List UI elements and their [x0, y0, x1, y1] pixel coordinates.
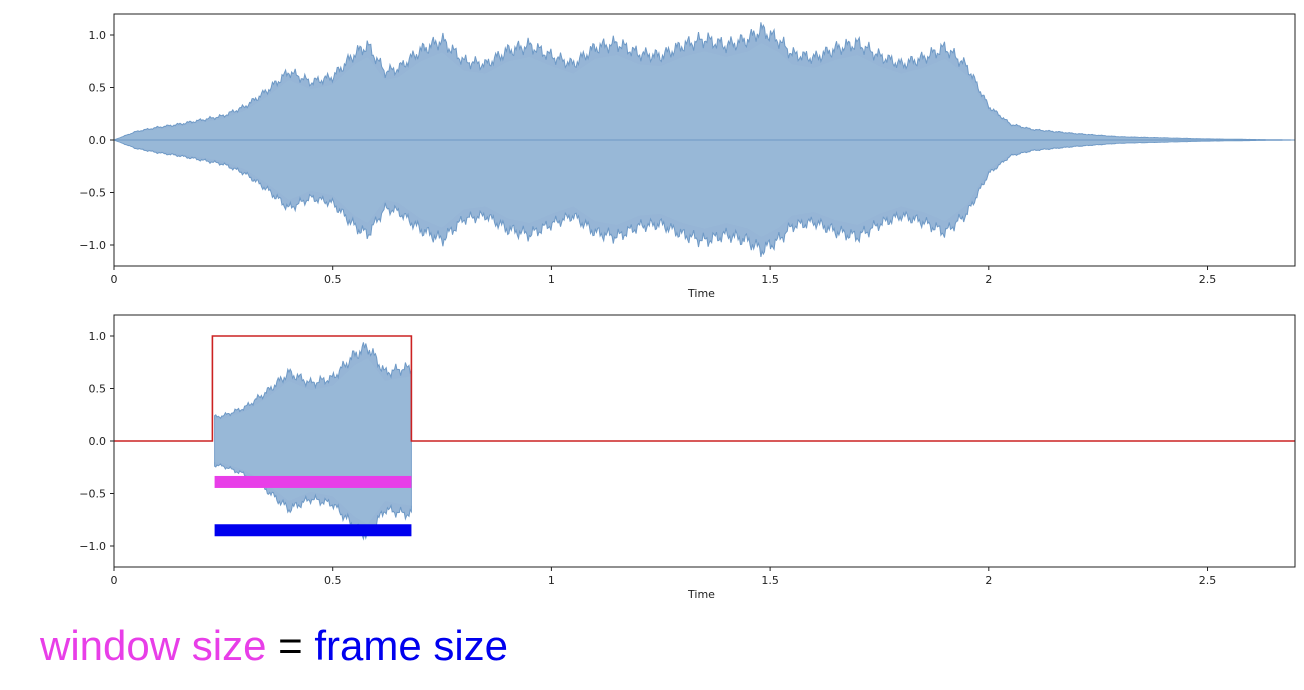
x-tick-label: 0.5	[324, 574, 342, 587]
y-tick-label: 0.5	[89, 82, 107, 95]
caption-equals: =	[266, 622, 315, 669]
caption: window size = frame size	[40, 614, 508, 678]
window-size-bar	[214, 475, 412, 488]
x-tick-label: 1	[548, 574, 555, 587]
y-tick-label: −0.5	[79, 187, 106, 200]
y-tick-label: 0.5	[89, 383, 107, 396]
frame-size-bar	[214, 524, 412, 537]
y-tick-label: −1.0	[79, 239, 106, 252]
x-axis-label: Time	[687, 588, 715, 601]
y-tick-label: 0.0	[89, 435, 107, 448]
plot-area	[114, 22, 1295, 258]
y-tick-label: 0.0	[89, 134, 107, 147]
x-tick-label: 2.5	[1199, 574, 1217, 587]
y-tick-label: −0.5	[79, 488, 106, 501]
caption-window-size: window size	[40, 622, 267, 669]
x-tick-label: 0.5	[324, 273, 342, 286]
x-tick-label: 2.5	[1199, 273, 1217, 286]
x-tick-label: 2	[985, 574, 992, 587]
y-tick-label: −1.0	[79, 540, 106, 553]
plot-area	[114, 335, 1295, 541]
x-tick-label: 0	[111, 574, 118, 587]
x-tick-label: 2	[985, 273, 992, 286]
y-tick-label: 1.0	[89, 330, 107, 343]
caption-frame-size: frame size	[314, 622, 509, 669]
y-tick-label: 1.0	[89, 29, 107, 42]
window-function-line	[114, 335, 1295, 442]
chart-panel-2: 0 0.5 1 1.5 2 2.5 1.0 0.5 0.0 −0.5 −1.0 Time	[79, 314, 1296, 601]
x-axis-label: Time	[687, 287, 715, 300]
x-tick-label: 1	[548, 273, 555, 286]
x-tick-label: 1.5	[761, 273, 779, 286]
chart-panel-1: 0 0.5 1 1.5 2 2.5 1.0 0.5 0.0 −0.5 −1.0 Time	[79, 13, 1296, 300]
x-tick-label: 0	[111, 273, 118, 286]
x-tick-label: 1.5	[761, 574, 779, 587]
